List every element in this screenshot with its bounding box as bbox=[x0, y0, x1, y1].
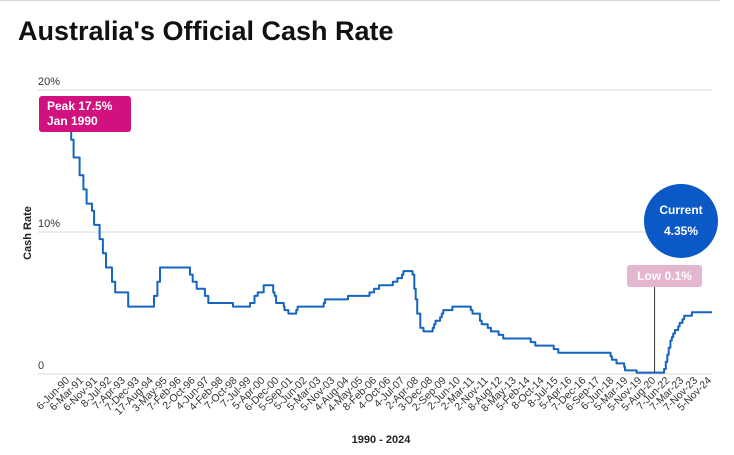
x-tick-layer: 6-Jun-906-Mar-916-Nov-918-Jul-927-Apr-93… bbox=[34, 375, 714, 418]
grid-layer: 0 10% 20% bbox=[38, 76, 712, 375]
current-annotation: Current 4.35% bbox=[644, 184, 718, 258]
cash-rate-series-line bbox=[70, 124, 712, 374]
current-value: 4.35% bbox=[663, 224, 699, 238]
y-tick-label: 0 bbox=[38, 360, 44, 372]
y-tick-label: 10% bbox=[38, 218, 60, 230]
x-axis-label: 1990 - 2024 bbox=[351, 434, 411, 446]
series-layer bbox=[70, 124, 712, 374]
peak-date: Jan 1990 bbox=[47, 114, 98, 128]
chart-title: Australia's Official Cash Rate bbox=[18, 16, 394, 46]
current-label: Current bbox=[659, 203, 703, 217]
low-annotation: Low 0.1% bbox=[627, 265, 702, 287]
y-tick-label: 20% bbox=[38, 76, 60, 88]
peak-value: Peak 17.5% bbox=[47, 99, 113, 113]
peak-annotation: Peak 17.5% Jan 1990 bbox=[39, 96, 131, 132]
top-divider bbox=[0, 0, 720, 1]
